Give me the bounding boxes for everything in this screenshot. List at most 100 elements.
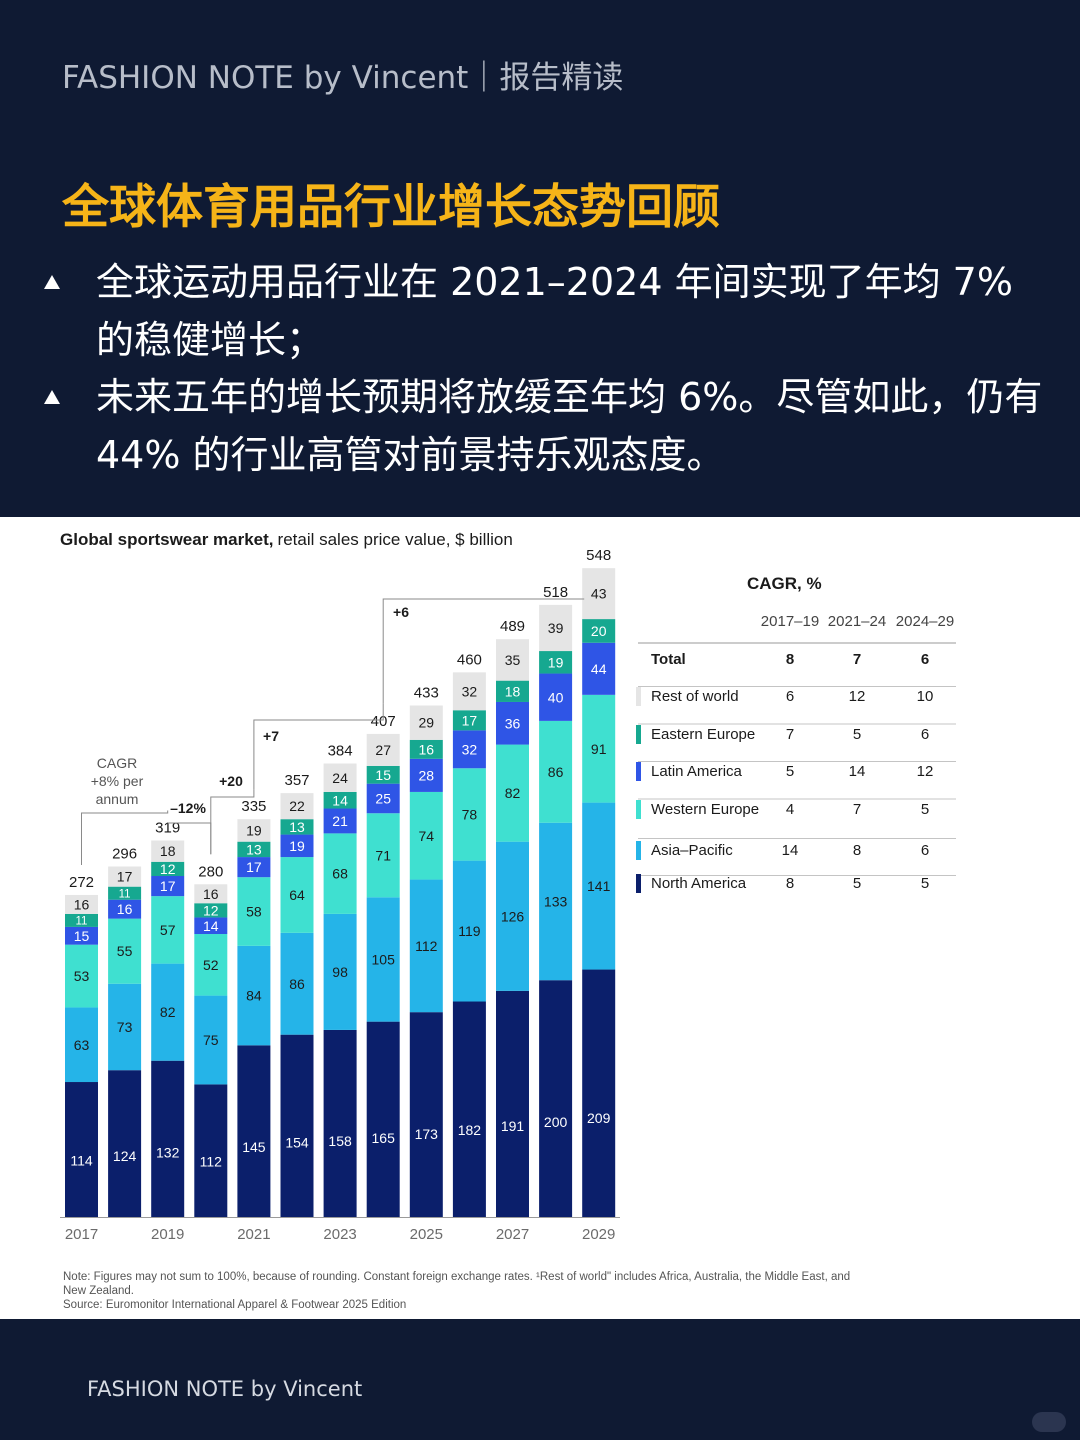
- bar-data-label: 32: [462, 741, 478, 757]
- bar-group: 1146353151116272124735516111729613282571…: [60, 547, 620, 1243]
- chart-note-cont: New Zealand.: [63, 1285, 134, 1297]
- bar-data-label: 17: [246, 859, 262, 875]
- chart-title: Global sportswear market, retail sales pr…: [60, 530, 513, 549]
- bar-total-label: 384: [328, 743, 353, 760]
- growth-annotations: CAGR +8% per annum –12% +20 +7 +6: [81, 598, 585, 865]
- bar-data-label: 86: [289, 976, 305, 992]
- bar-data-label: 32: [462, 683, 478, 699]
- chart-source: Source: Euromonitor International Appare…: [63, 1299, 406, 1311]
- bar-segment: [496, 639, 529, 681]
- cagr-table: CAGR, % 2017–19 2021–24 2024–29 Total 8 7 6 Rest…: [636, 574, 956, 893]
- bar-segment: [237, 945, 271, 1046]
- bracket-line: [382, 598, 585, 704]
- bar-data-label: 16: [419, 741, 435, 757]
- bar-segment: [194, 1084, 228, 1217]
- cagr-value: 5: [853, 875, 861, 892]
- legend-swatch: [636, 874, 641, 893]
- bar-segment: [280, 819, 314, 835]
- bar-segment: [151, 861, 185, 877]
- bar-data-label: 64: [289, 887, 305, 903]
- bar-total-label: 489: [500, 618, 525, 635]
- bar-segment: [65, 913, 98, 927]
- cagr-value: 5: [786, 763, 794, 780]
- bar-segment: [65, 1007, 98, 1083]
- bar-data-label: 11: [119, 888, 131, 900]
- bar-data-label: 43: [591, 586, 607, 602]
- bar-data-label: 18: [505, 683, 521, 699]
- bar-total-label: 319: [155, 819, 180, 836]
- x-tick-label: 2021: [237, 1226, 270, 1243]
- bar-data-label: 25: [375, 790, 391, 806]
- bar-data-label: 53: [74, 968, 90, 984]
- cagr-annotation: +8% per: [91, 773, 144, 789]
- bar-data-label: 173: [415, 1126, 439, 1142]
- bar-total-label: 272: [69, 874, 94, 891]
- bar-data-label: 124: [113, 1148, 137, 1164]
- legend-swatch: [636, 800, 641, 819]
- bar-data-label: 141: [587, 878, 611, 894]
- bar-segment: [539, 822, 573, 981]
- bar-data-label: 40: [548, 689, 564, 705]
- bar-data-label: 29: [419, 715, 435, 731]
- cagr-column-header: 2017–19: [761, 613, 819, 630]
- bar-data-label: 14: [332, 792, 348, 808]
- drop-annotation: –12%: [170, 800, 206, 816]
- bar-data-label: 82: [160, 1004, 176, 1020]
- bar-segment: [409, 791, 443, 880]
- bar-segment: [582, 969, 616, 1217]
- bar-segment: [582, 642, 616, 695]
- sportswear-market-chart: Global sportswear market, retail sales pr…: [60, 530, 956, 1311]
- bar-segment: [151, 963, 185, 1061]
- page-headline: 全球体育用品行业增长态势回顾: [62, 180, 720, 235]
- bar-segment: [366, 783, 400, 814]
- bar-data-label: 86: [548, 764, 564, 780]
- cagr-row-label: Latin America: [651, 763, 743, 780]
- cagr-value: 6: [921, 726, 929, 743]
- bar-data-label: 18: [160, 843, 176, 859]
- growth-annotation: +7: [263, 728, 279, 744]
- bar-data-label: 22: [289, 798, 305, 814]
- bar-segment: [496, 744, 529, 842]
- bar-segment: [582, 802, 616, 970]
- bar-segment: [151, 840, 185, 862]
- x-tick-label: 2017: [65, 1226, 98, 1243]
- cagr-value: 5: [853, 726, 861, 743]
- bar-data-label: 114: [70, 1153, 93, 1169]
- bar-segment: [496, 990, 529, 1217]
- bar-data-label: 27: [375, 742, 391, 758]
- bar-segment: [65, 1082, 98, 1217]
- chart-title-bold: Global sportswear market,: [60, 530, 274, 549]
- cagr-column-header: 2021–24: [828, 613, 886, 630]
- bar-data-label: 17: [117, 869, 133, 885]
- bar-data-label: 57: [160, 922, 176, 938]
- bar-total-label: 335: [241, 798, 266, 815]
- bar-segment: [280, 834, 314, 858]
- bar-data-label: 133: [544, 894, 568, 910]
- bar-data-label: 52: [203, 957, 219, 973]
- bar-data-label: 71: [375, 847, 391, 863]
- bar-data-label: 36: [505, 715, 521, 731]
- bar-segment: [409, 1012, 443, 1217]
- bar-data-label: 91: [591, 741, 607, 757]
- bar-data-label: 17: [160, 878, 176, 894]
- legend-swatch: [636, 725, 641, 744]
- legend-swatch: [636, 687, 641, 706]
- bar-segment: [409, 705, 443, 740]
- chart-panel: Global sportswear market, retail sales pr…: [0, 517, 1080, 1319]
- x-tick-label: 2025: [410, 1226, 443, 1243]
- cagr-value: 8: [786, 651, 794, 668]
- bar-data-label: 98: [332, 964, 348, 980]
- cagr-row-label: Rest of world: [651, 688, 739, 705]
- bar-segment: [280, 932, 314, 1035]
- bar-segment: [323, 808, 357, 834]
- cagr-value: 8: [786, 875, 794, 892]
- bar-data-label: 17: [462, 712, 478, 728]
- bar-data-label: 16: [74, 896, 90, 912]
- bar-data-label: 158: [328, 1133, 352, 1149]
- cagr-annotation: annum: [96, 791, 139, 807]
- cagr-value: 5: [921, 875, 929, 892]
- bracket-line: [210, 789, 255, 855]
- bar-data-label: 55: [117, 943, 133, 959]
- bar-data-label: 126: [501, 908, 525, 924]
- bar-total-label: 280: [198, 863, 223, 880]
